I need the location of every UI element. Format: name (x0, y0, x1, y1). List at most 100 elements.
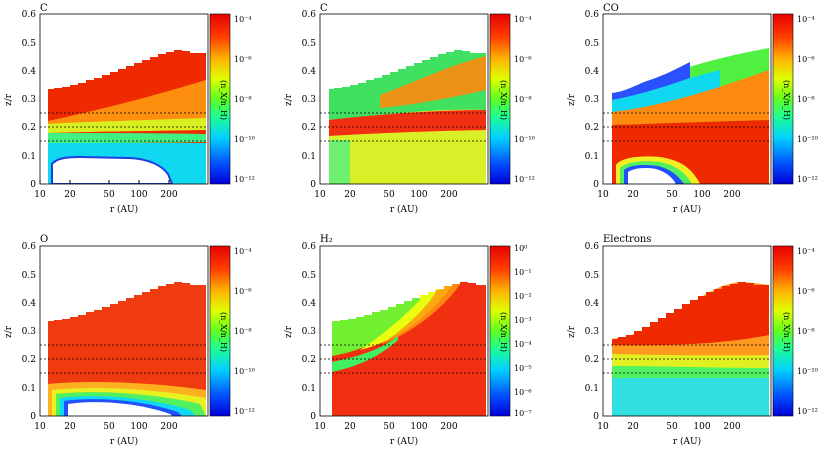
y-tick-label: 0.2 (585, 355, 599, 365)
heatmap-layer-orange (380, 284, 460, 345)
y-tick-label: 0.2 (585, 123, 599, 133)
heatmap-layer-green-tongue (332, 336, 398, 372)
heatmap-layer-red-band (329, 110, 486, 136)
colorbar-tick-label: 10⁻⁸ (234, 327, 252, 336)
y-axis-label: z/r (567, 325, 577, 338)
x-tick-label: 200 (160, 422, 177, 432)
colorbar-tick-label: 10⁻¹⁰ (797, 367, 818, 376)
heatmap-layer-orange (612, 70, 769, 125)
colorbar-label: (n_X/n_H) (499, 80, 508, 120)
colorbar-tick-label: 10⁻⁴ (797, 15, 815, 24)
x-tick-label: 50 (383, 422, 395, 432)
x-tick-label: 50 (103, 422, 115, 432)
colorbar-tick-label: 10⁻⁸ (514, 95, 532, 104)
y-tick-label: 0.3 (22, 95, 37, 105)
x-tick-label: 100 (130, 422, 147, 432)
x-axis: 10 20 50 100 200 r (AU) (314, 190, 458, 215)
colorbar-label: (n_X/n_H) (782, 312, 791, 352)
y-tick-label: 0.3 (302, 95, 317, 105)
y-axis: 0 0.1 0.2 0.3 0.4 0.5 0.6 z/r (284, 242, 316, 422)
panel-electrons: Electrons 10 20 50 100 200 r (AU) 0 0.1 … (567, 234, 818, 447)
panel-title: C (320, 3, 328, 14)
heatmap-layer-midplane (329, 131, 486, 184)
x-tick-label: 100 (693, 422, 710, 432)
y-axis-label: z/r (4, 93, 14, 106)
y-tick-label: 0 (593, 412, 599, 422)
y-tick-label: 0.6 (302, 10, 317, 20)
x-tick-label: 200 (160, 190, 177, 200)
colorbar-tick-label: 10⁻¹ (514, 268, 532, 277)
colorbar-label: (n_X/n_H) (782, 80, 791, 120)
heatmap-no-data-region (51, 155, 174, 184)
y-tick-label: 0.6 (302, 242, 317, 252)
y-tick-label: 0.5 (585, 39, 600, 49)
y-tick-label: 0.5 (22, 271, 37, 281)
plot-frame (602, 245, 772, 417)
heatmap-layer-yellow (48, 118, 206, 133)
colorbar: 10⁻⁴ 10⁻⁶ 10⁻⁸ 10⁻¹⁰ 10⁻¹² (n_X/n_H) (772, 13, 818, 185)
y-tick-label: 0.1 (585, 152, 599, 162)
colorbar-tick-label: 10⁻⁶ (514, 388, 532, 397)
y-tick-label: 0.4 (302, 67, 317, 77)
x-tick-label: 20 (64, 190, 76, 200)
x-axis-label: r (AU) (390, 436, 418, 447)
plot-frame (39, 13, 209, 185)
heatmap-layer-cyan (612, 70, 720, 112)
panel-title: O (40, 234, 48, 245)
heatmap-layer-green-inner (329, 140, 350, 184)
y-tick-label: 0.2 (302, 355, 316, 365)
colorbar-tick-label: 10⁻⁷ (514, 409, 532, 418)
dashed-lines (603, 112, 771, 142)
y-tick-label: 0.1 (302, 384, 316, 394)
colorbar-tick-label: 10⁻⁶ (234, 55, 252, 64)
y-axis: 0 0.1 0.2 0.3 0.4 0.5 0.6 z/r (284, 10, 316, 190)
x-tick-label: 10 (34, 422, 46, 432)
x-axis: 10 20 50 100 200 r (AU) (597, 422, 741, 447)
x-tick-label: 100 (410, 190, 427, 200)
colorbar-tick-label: 10⁻⁴ (514, 340, 532, 349)
y-axis-label: z/r (284, 325, 294, 338)
y-tick-label: 0.3 (585, 327, 600, 337)
x-tick-label: 200 (723, 190, 740, 200)
x-tick-label: 200 (723, 422, 740, 432)
y-tick-label: 0.2 (22, 123, 36, 133)
colorbar-label: (n_X/n_H) (219, 80, 228, 120)
y-tick-label: 0.1 (302, 152, 316, 162)
heatmap-no-data-region (68, 402, 172, 416)
colorbar-tick-label: 10⁻¹⁰ (234, 135, 255, 144)
heatmap-layer-green (332, 290, 436, 356)
y-tick-label: 0.3 (22, 327, 37, 337)
x-tick-label: 20 (344, 422, 356, 432)
y-tick-label: 0 (30, 180, 36, 190)
x-tick-label: 20 (344, 190, 356, 200)
colorbar-tick-label: 10⁻⁶ (514, 55, 532, 64)
y-tick-label: 0.4 (22, 299, 37, 309)
colorbar-tick-label: 10⁻⁸ (234, 95, 252, 104)
colorbar-tick-label: 10⁻⁶ (797, 55, 815, 64)
x-tick-label: 200 (440, 422, 457, 432)
y-axis-label: z/r (567, 93, 577, 106)
plot-frame (39, 245, 209, 417)
x-axis-label: r (AU) (390, 204, 418, 215)
x-axis: 10 20 50 100 200 r (AU) (34, 180, 178, 215)
heatmap-layer-orange (380, 56, 486, 108)
x-axis-label: r (AU) (673, 204, 701, 215)
dashed-lines (603, 344, 771, 374)
colorbar-tick-label: 10⁻¹⁰ (234, 367, 255, 376)
x-axis-label: r (AU) (110, 436, 138, 447)
y-axis: 0 0.1 0.2 0.3 0.4 0.5 0.6 z/r (4, 242, 36, 422)
colorbar-tick-label: 10⁻¹⁰ (797, 135, 818, 144)
x-tick-label: 20 (627, 190, 639, 200)
colorbar-label: (n_X/n_H) (499, 312, 508, 352)
dashed-lines (40, 112, 208, 142)
panel-title: CO (603, 3, 619, 14)
colorbar-tick-label: 10⁻¹² (797, 175, 818, 184)
colorbar-tick-label: 10⁻⁶ (797, 287, 815, 296)
heatmap-no-data-region (628, 168, 676, 184)
y-tick-label: 0.4 (585, 67, 600, 77)
dashed-lines (320, 344, 488, 374)
y-tick-label: 0 (30, 412, 36, 422)
y-tick-label: 0.1 (22, 152, 36, 162)
x-tick-label: 50 (666, 190, 678, 200)
